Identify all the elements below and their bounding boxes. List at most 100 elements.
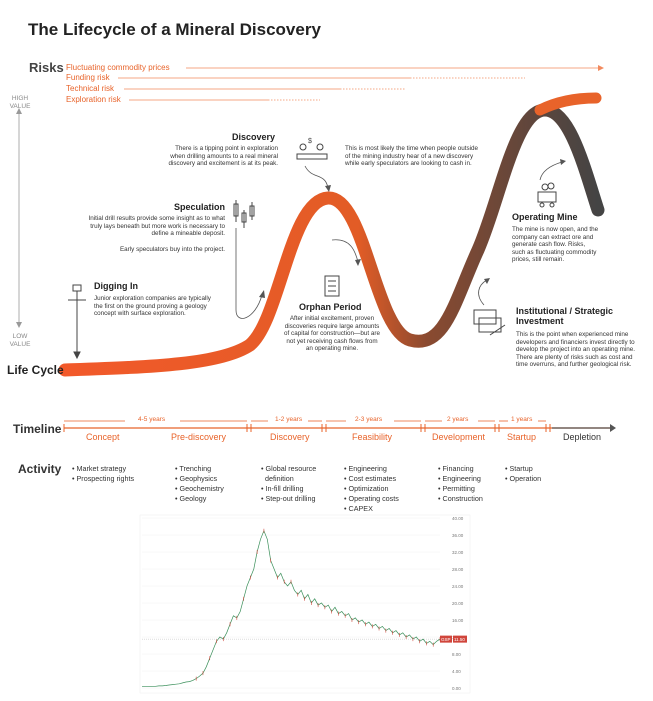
- activity-startup: • Startup • Operation: [505, 464, 541, 484]
- price-y-tick: 24.00: [452, 584, 464, 589]
- timeline-label: Timeline: [13, 422, 62, 436]
- risk-funding: Funding risk: [66, 73, 110, 82]
- discovery-side-note: This is most likely the time when people…: [345, 145, 478, 168]
- speculation-title: Speculation: [173, 202, 225, 212]
- institutional-title: Institutional / Strategic Investment: [516, 306, 614, 326]
- activity-concept: • Market strategy • Prospecting rights: [72, 464, 134, 484]
- speculation-body: Initial drill results provide some insig…: [88, 215, 226, 238]
- phase-concept: Concept: [86, 432, 120, 442]
- activity-item: • Global resource: [261, 464, 317, 473]
- activity-item: • Geochemistry: [175, 484, 224, 493]
- duration-4-5: 4-5 years: [138, 416, 166, 423]
- institutional-body: This is the point when experienced mine …: [516, 331, 636, 369]
- price-y-tick: 8.00: [452, 652, 461, 657]
- price-y-tick: 40.00: [452, 516, 464, 521]
- price-y-tick: 20.00: [452, 601, 464, 606]
- activity-item: • Startup: [505, 464, 533, 473]
- last-price-tag: [440, 635, 452, 643]
- risk-lines: [118, 65, 604, 101]
- activity-item: • Permitting: [438, 484, 475, 493]
- activity-pre-discovery: • Trenching • Geophysics • Geochemistry …: [175, 464, 224, 504]
- price-chart: 0.004.008.0012.0016.0020.0024.0028.0032.…: [142, 516, 467, 691]
- orphan-period-title: Orphan Period: [299, 302, 362, 312]
- lifecycle-label: Life Cycle: [7, 363, 64, 377]
- institutional-arrow-head: [484, 278, 490, 284]
- risks-label: Risks: [29, 60, 64, 75]
- phase-pre-discovery: Pre-discovery: [171, 432, 227, 442]
- activity-discovery: • Global resource definition • In-fill d…: [261, 464, 316, 504]
- activity-item: • CAPEX: [344, 504, 373, 513]
- price-y-tick: 16.00: [452, 618, 464, 623]
- price-risk-overlay: [534, 92, 602, 116]
- risk-commodity-prices: Fluctuating commodity prices: [66, 63, 170, 72]
- digging-in-title: Digging In: [94, 281, 138, 291]
- activity-feasibility: • Engineering • Cost estimates • Optimiz…: [344, 464, 399, 514]
- operating-arrow-head: [560, 159, 566, 165]
- orphan-arrow-head: [355, 259, 361, 266]
- activity-item: • Financing: [438, 464, 474, 473]
- phase-development: Development: [432, 432, 486, 442]
- digging-in-body: Junior exploration companies are typical…: [94, 295, 211, 318]
- activity-item: • Market strategy: [72, 464, 127, 473]
- operating-mine-body: The mine is now open, and the company ca…: [512, 226, 599, 264]
- activity-item: • Engineering: [438, 474, 481, 483]
- svg-text:$: $: [308, 138, 312, 145]
- activity-item: • Geophysics: [175, 474, 218, 483]
- candlestick-icon: [233, 200, 255, 228]
- activity-item: • Trenching: [175, 464, 212, 473]
- drill-rig-icon: [68, 284, 86, 360]
- price-y-tick: 28.00: [452, 567, 464, 572]
- phase-feasibility: Feasibility: [352, 432, 393, 442]
- speculation-arrow: [235, 228, 263, 319]
- institutional-arrow: [478, 279, 488, 306]
- mine-cart-icon: [537, 182, 557, 208]
- discovery-body: There is a tipping point in exploration …: [168, 145, 278, 168]
- checklist-icon: [324, 275, 340, 297]
- operating-arrow: [539, 161, 563, 181]
- speculation-arrow-head: [259, 290, 265, 298]
- activity-item: definition: [265, 474, 294, 483]
- value-axis: [16, 108, 22, 328]
- activity-item: • Engineering: [344, 464, 387, 473]
- last-price-tag-label: GSP: [441, 637, 451, 642]
- activity-item: • Step-out drilling: [261, 494, 316, 503]
- price-y-tick: 4.00: [452, 669, 461, 674]
- risk-technical: Technical risk: [66, 84, 115, 93]
- activity-item: • Geology: [175, 494, 207, 503]
- speculation-body-2: Early speculators buy into the project.: [119, 246, 225, 253]
- last-price-value: 11.50: [454, 637, 465, 642]
- activity-item: • Operating costs: [344, 494, 399, 503]
- phase-discovery: Discovery: [270, 432, 310, 442]
- duration-1: 1 years: [511, 416, 533, 423]
- phase-startup: Startup: [507, 432, 537, 442]
- page-title: The Lifecycle of a Mineral Discovery: [28, 20, 321, 39]
- orphan-arrow: [331, 239, 359, 263]
- people-meeting-icon: $: [296, 138, 328, 160]
- price-y-tick: 36.00: [452, 533, 464, 538]
- timeline-axis: [63, 420, 616, 432]
- discovery-title: Discovery: [231, 132, 275, 142]
- duration-2-3: 2-3 years: [355, 416, 383, 423]
- risk-exploration: Exploration risk: [66, 95, 121, 104]
- price-y-tick: 0.00: [452, 686, 461, 691]
- duration-1-2: 1-2 years: [275, 416, 303, 423]
- operating-mine-title: Operating Mine: [512, 212, 578, 222]
- activity-item: • Optimization: [344, 484, 389, 493]
- low-value-label: LOW VALUE: [9, 333, 31, 348]
- price-y-tick: 32.00: [452, 550, 464, 555]
- activity-item: • In-fill drilling: [261, 484, 304, 493]
- phase-depletion: Depletion: [563, 432, 602, 442]
- orphan-period-body: After initial excitement, proven discove…: [284, 315, 380, 353]
- discovery-arrow-head: [325, 185, 331, 192]
- activity-item: • Operation: [505, 474, 542, 483]
- duration-2: 2 years: [447, 416, 469, 423]
- high-value-label: HIGH VALUE: [9, 95, 31, 110]
- activity-development: • Financing • Engineering • Permitting •…: [438, 464, 483, 504]
- price-chart-frame: [139, 514, 471, 694]
- discovery-arrow: [304, 165, 329, 189]
- documents-pen-icon: [473, 309, 506, 336]
- last-price-box: [453, 635, 467, 643]
- activity-item: • Prospecting rights: [72, 474, 135, 483]
- activity-label: Activity: [18, 462, 62, 476]
